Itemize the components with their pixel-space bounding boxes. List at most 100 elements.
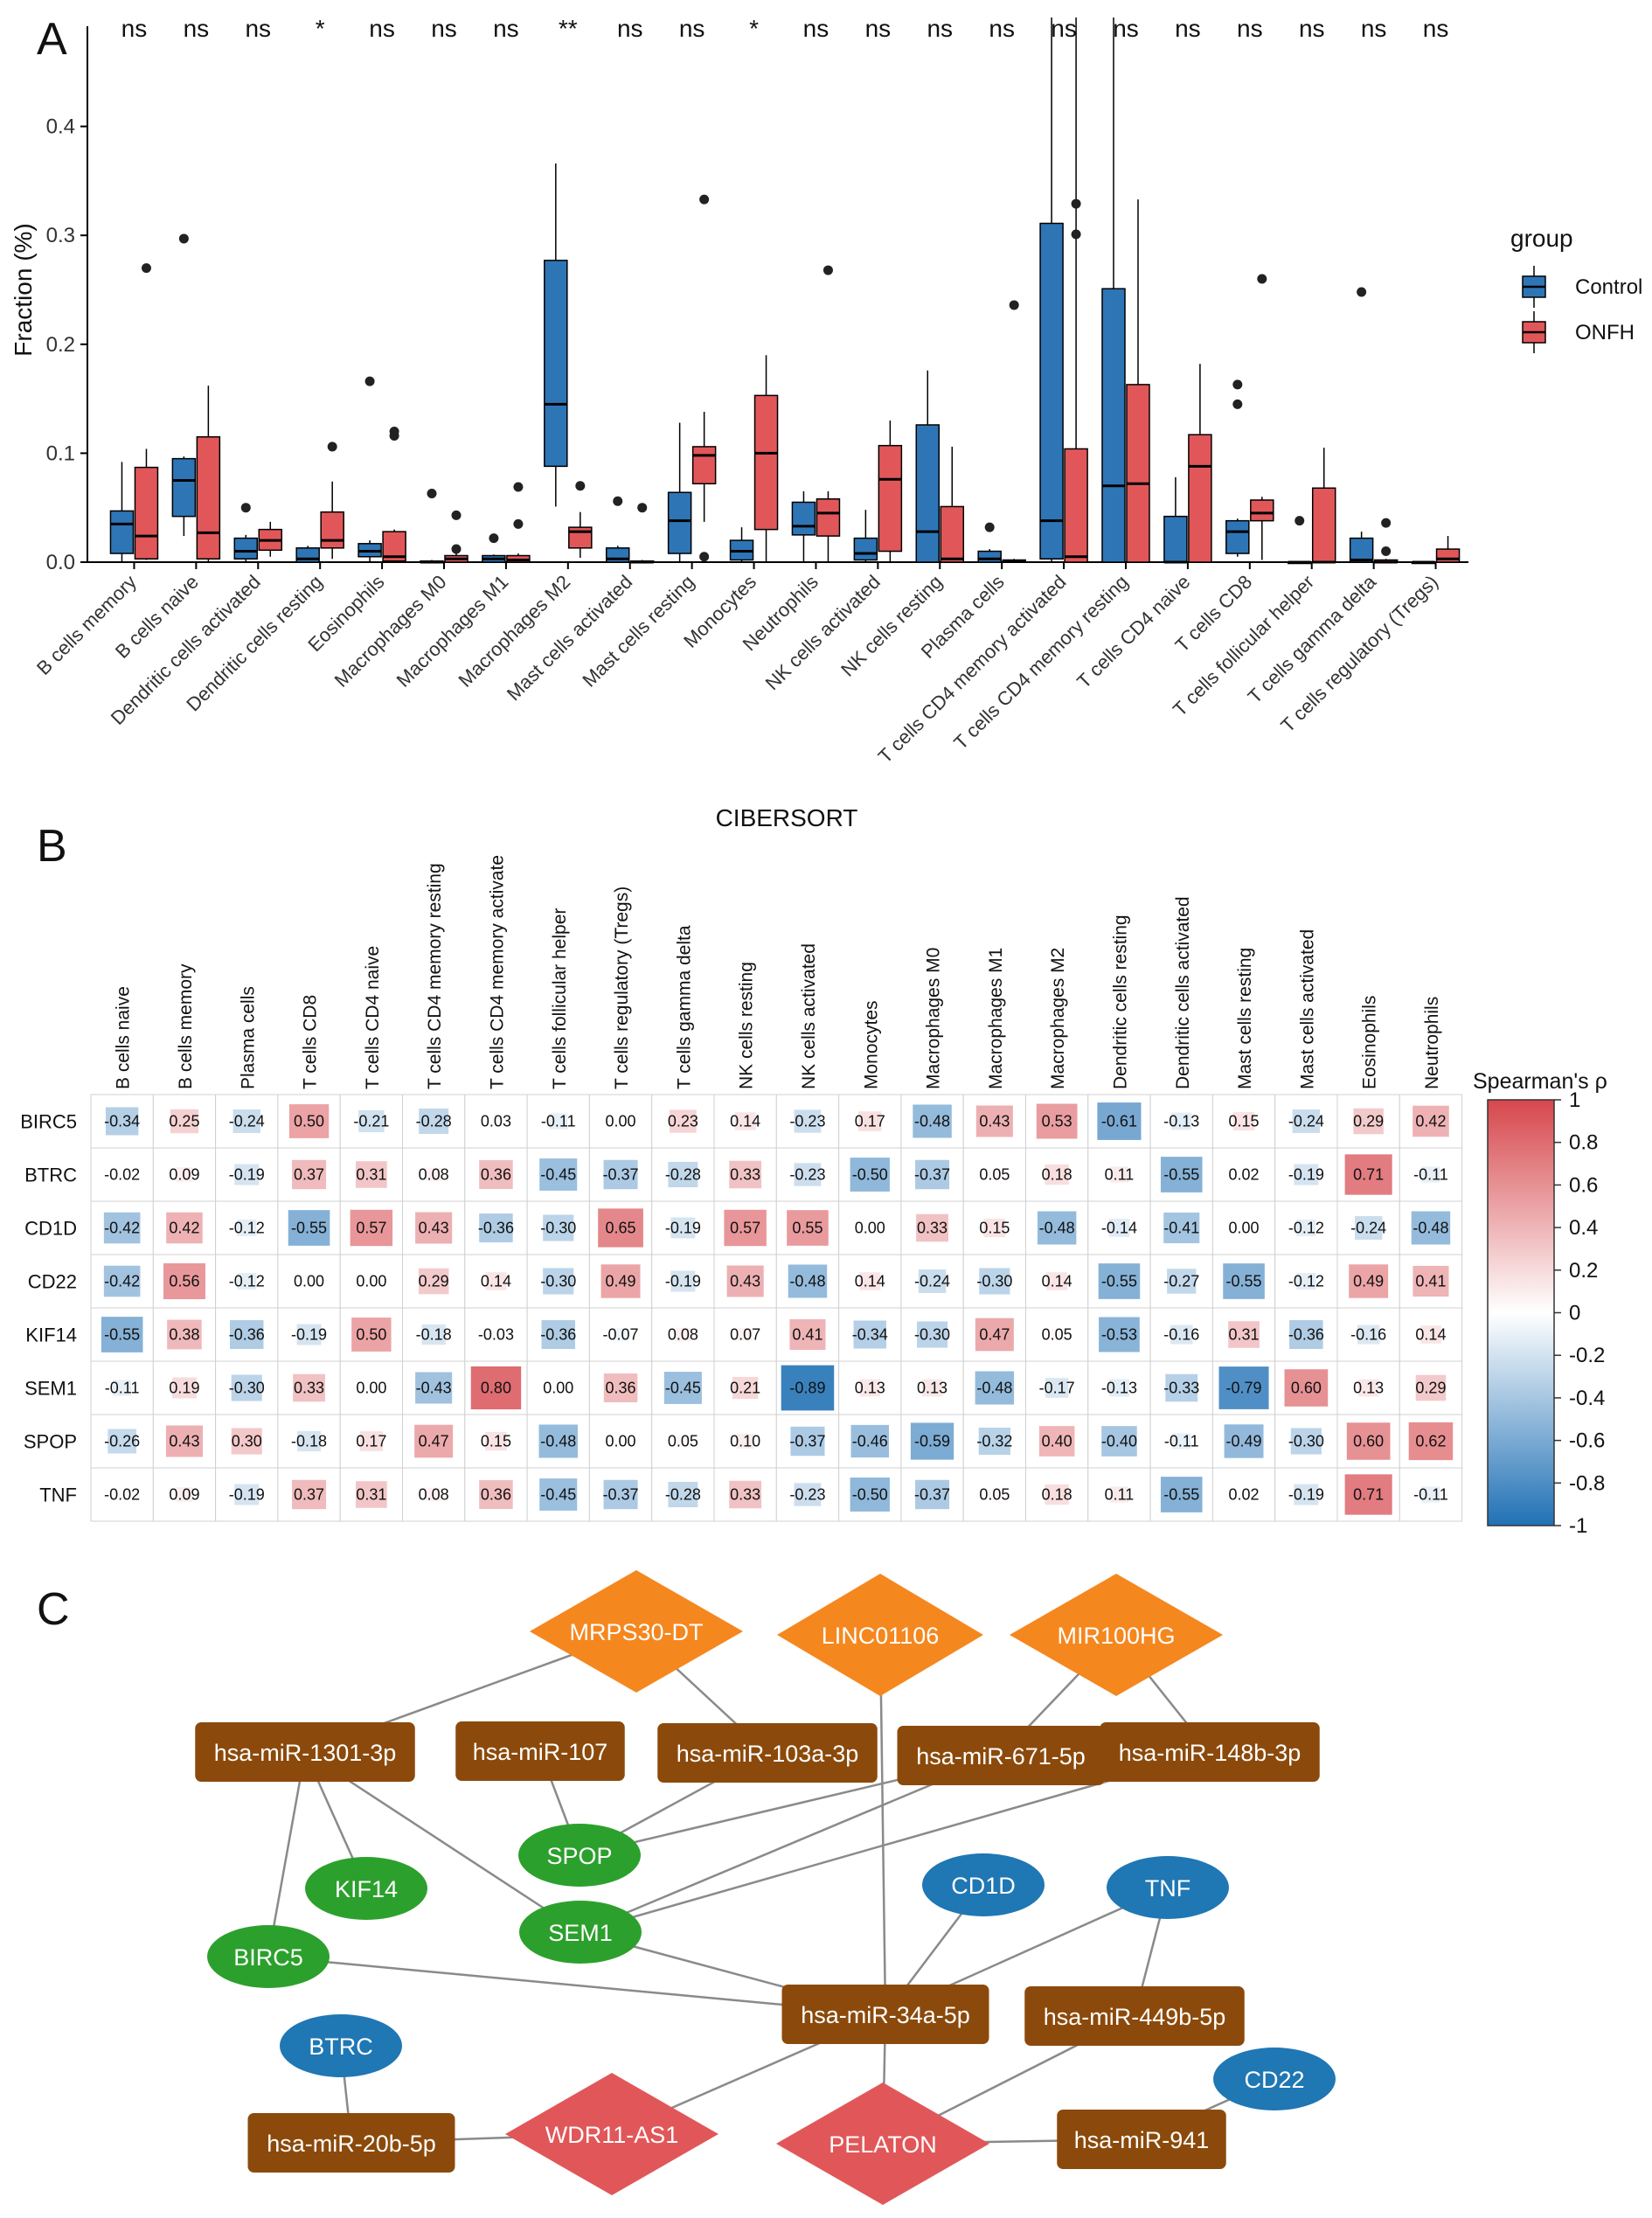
heatmap-square	[1421, 1486, 1440, 1503]
heatmap-square	[858, 1111, 882, 1131]
heatmap-square	[1353, 1108, 1384, 1135]
heatmap-square	[1097, 1102, 1142, 1140]
node-gene: KIF14	[305, 1857, 427, 1920]
cell-value: 0.10	[730, 1433, 760, 1450]
cell-value: 0.43	[419, 1220, 449, 1237]
heatmap-square	[613, 1328, 628, 1341]
row-label: SPOP	[24, 1431, 77, 1453]
cell-value: -0.30	[914, 1326, 950, 1344]
box-control	[1101, 17, 1126, 563]
cell-value: -0.46	[852, 1433, 888, 1450]
cell-value: -0.11	[1164, 1433, 1199, 1450]
cell-value: -0.42	[104, 1220, 140, 1237]
cell-value: -0.19	[665, 1220, 701, 1237]
box-onfh	[1435, 536, 1461, 563]
box-body	[134, 466, 159, 560]
box-onfh	[1126, 199, 1150, 563]
column-label: Neutrophils	[1422, 997, 1442, 1089]
heatmap-square	[296, 1324, 322, 1345]
column-label: T cells gamma delta	[674, 925, 694, 1089]
cell-value: 0.02	[1229, 1486, 1260, 1504]
box-onfh	[878, 421, 903, 562]
mirna-node	[455, 1721, 625, 1781]
y-tick-label: 0.2	[46, 333, 75, 357]
cell-value: -0.33	[1163, 1380, 1199, 1397]
heatmap-square	[677, 1436, 690, 1447]
outlier-point	[984, 522, 995, 532]
heatmap-square	[790, 1426, 825, 1457]
heatmap-square	[1344, 1154, 1392, 1195]
heatmap-square	[103, 1265, 141, 1297]
outlier-point	[389, 430, 399, 441]
outlier-point	[451, 510, 462, 520]
cell-value: 0.31	[1229, 1326, 1260, 1344]
box-onfh	[1002, 300, 1026, 563]
gene-node	[518, 1824, 641, 1887]
network-nodes: MRPS30-DT LINC01106 MIR100HG WDR11-AS1 PELAT…	[195, 1570, 1336, 2205]
mirna-node	[1024, 1986, 1245, 2046]
node-mirna: hsa-miR-148b-3p	[1100, 1722, 1320, 1782]
node-label: hsa-miR-34a-5p	[801, 2002, 970, 2028]
node-lncrna: WDR11-AS1	[505, 2073, 718, 2195]
heatmap-square	[988, 1169, 1002, 1180]
cell-value: -0.11	[1413, 1166, 1448, 1184]
box-body	[667, 491, 692, 554]
heatmap-cell	[838, 1200, 902, 1255]
cell-value: 0.14	[730, 1113, 760, 1130]
heatmap-square	[913, 1104, 952, 1138]
cell-value: 0.15	[481, 1433, 511, 1450]
heatmap-square	[1171, 1112, 1192, 1130]
cell-value: -0.36	[540, 1326, 576, 1344]
box-onfh	[258, 521, 283, 557]
cell-value: -0.37	[914, 1486, 950, 1504]
cell-value: 0.00	[855, 1220, 885, 1237]
cell-value: 0.09	[169, 1166, 199, 1184]
heatmap-square	[781, 1365, 835, 1411]
x-axis-title: CIBERSORT	[716, 804, 858, 831]
box-onfh	[382, 426, 406, 562]
cell-value: 0.08	[668, 1326, 698, 1344]
cell-value: -0.37	[603, 1166, 639, 1184]
heatmap-square	[1408, 1422, 1454, 1461]
cell-value: -0.55	[291, 1220, 327, 1237]
heatmap-square	[1296, 1272, 1316, 1290]
outlier-point	[1381, 546, 1392, 557]
outlier-point	[1232, 379, 1243, 390]
heatmap-square	[292, 1479, 327, 1510]
lncrna-node	[505, 2073, 718, 2195]
node-label: WDR11-AS1	[545, 2122, 679, 2148]
heatmap-square	[1046, 1272, 1068, 1290]
heatmap-square	[293, 1373, 325, 1402]
box-body	[1225, 519, 1250, 554]
cell-value: 0.41	[792, 1326, 823, 1344]
box-body	[691, 446, 717, 485]
cell-value: -0.30	[229, 1380, 265, 1397]
box-onfh	[629, 503, 655, 564]
cell-value: -0.45	[540, 1166, 576, 1184]
outlier-point	[489, 533, 499, 544]
heatmap-square	[1172, 1433, 1191, 1450]
cell-value: 0.05	[1042, 1326, 1072, 1344]
heatmap-square	[1037, 1211, 1077, 1245]
ceRNA-network: MRPS30-DT LINC01106 MIR100HG WDR11-AS1 PELAT…	[195, 1570, 1336, 2205]
cell-value: 0.36	[481, 1166, 511, 1184]
cell-value: -0.02	[104, 1486, 140, 1504]
cell-value: -0.30	[540, 1273, 576, 1290]
y-tick-label: 0.4	[46, 115, 75, 139]
heatmap-square	[1228, 1321, 1260, 1348]
box-body	[940, 505, 965, 563]
row-label: BTRC	[24, 1165, 77, 1186]
box-body	[1311, 487, 1336, 563]
cell-value: 0.50	[294, 1113, 324, 1130]
heatmap-square	[539, 1478, 578, 1511]
cell-value: -0.21	[353, 1113, 389, 1130]
x-tick-label: NK cells activated	[761, 571, 885, 694]
outlier-point	[1232, 399, 1243, 409]
node-label: KIF14	[335, 1876, 398, 1902]
x-tick-label: Mast cells resting	[578, 571, 698, 692]
outlier-point	[1381, 518, 1392, 528]
box-body	[753, 394, 779, 531]
box-onfh	[444, 510, 469, 563]
mirna-node	[247, 2113, 455, 2173]
node-label: hsa-miR-941	[1074, 2127, 1210, 2153]
